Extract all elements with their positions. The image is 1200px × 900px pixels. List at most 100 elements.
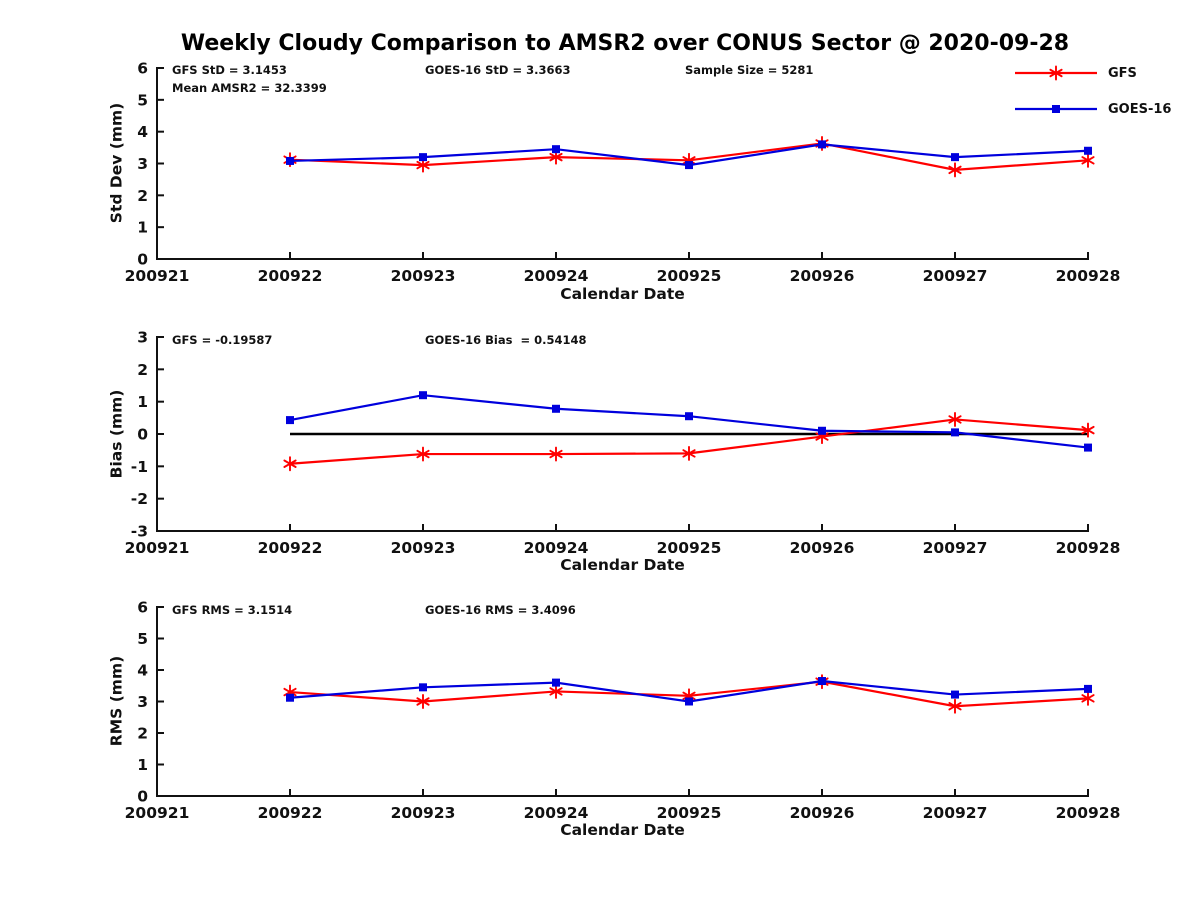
marker-goes-16	[419, 153, 427, 162]
y-tick-label: 0	[137, 251, 148, 269]
marker-goes-16	[685, 412, 693, 421]
marker-goes-16	[1084, 443, 1092, 452]
x-tick-label: 200923	[391, 539, 456, 557]
y-tick-label: 4	[137, 662, 148, 680]
marker-gfs	[682, 445, 696, 461]
marker-goes-16	[419, 391, 427, 400]
marker-gfs	[416, 446, 430, 462]
marker-gfs	[549, 446, 563, 462]
y-tick-label: 3	[137, 693, 148, 711]
marker-goes-16	[552, 404, 560, 413]
gfs-line-marker-icon	[1015, 65, 1097, 81]
x-tick-label: 200926	[790, 267, 855, 285]
y-tick-label: 0	[137, 788, 148, 806]
annotation-goes-std: GOES-16 StD = 3.3663	[425, 63, 571, 77]
y-tick-label: 6	[137, 599, 148, 617]
x-tick-label: 200925	[657, 539, 722, 557]
marker-gfs	[549, 683, 563, 699]
marker-gfs	[948, 162, 962, 178]
marker-goes-16	[951, 153, 959, 162]
marker-goes-16	[818, 677, 826, 686]
x-tick-label: 200927	[923, 267, 988, 285]
subplot-std-dev: 0 1 2 3 4 5 6 200921 200922 200923 200924 200925 200…	[125, 60, 1121, 286]
annotation-gfs-bias: GFS = -0.19587	[172, 333, 273, 347]
marker-goes-16	[552, 678, 560, 687]
marker-goes-16	[818, 426, 826, 435]
marker-goes-16	[286, 156, 294, 165]
xlabel-bias: Calendar Date	[560, 556, 685, 574]
x-tick-label: 200921	[125, 267, 190, 285]
annotation-gfs-rms: GFS RMS = 3.1514	[172, 603, 293, 617]
marker-goes-16	[685, 697, 693, 706]
legend-label-goes16: GOES-16	[1108, 101, 1172, 117]
marker-gfs	[416, 694, 430, 709]
x-tick-label: 200921	[125, 804, 190, 822]
x-tick-label: 200925	[657, 267, 722, 285]
y-tick-label: 2	[137, 725, 148, 743]
marker-goes-16	[286, 416, 294, 425]
marker-gfs	[1081, 422, 1095, 438]
y-tick-label: 0	[137, 426, 148, 444]
ylabel-bias: Bias (mm)	[107, 389, 126, 479]
marker-goes-16	[419, 683, 427, 692]
y-tick-label: 5	[137, 630, 148, 648]
legend-item-goes16: GOES-16	[1013, 101, 1171, 117]
marker-goes-16	[286, 693, 294, 702]
marker-gfs	[948, 698, 962, 714]
y-tick-label: 5	[137, 91, 148, 109]
x-tick-label: 200922	[258, 539, 323, 557]
marker-goes-16	[685, 161, 693, 170]
x-tick-label: 200923	[391, 804, 456, 822]
marker-goes-16	[1084, 684, 1092, 693]
y-tick-label: 1	[137, 219, 148, 237]
x-tick-label: 200928	[1056, 804, 1121, 822]
x-tick-label: 200924	[524, 539, 589, 557]
annotation-goes-rms: GOES-16 RMS = 3.4096	[425, 603, 576, 617]
marker-gfs	[1081, 690, 1095, 706]
y-tick-label: 6	[137, 60, 148, 78]
annotation-sample-size: Sample Size = 5281	[685, 63, 814, 77]
x-tick-label: 200928	[1056, 267, 1121, 285]
marker-goes-16	[818, 140, 826, 149]
x-tick-label: 200922	[258, 804, 323, 822]
annotation-mean-amsr2: Mean AMSR2 = 32.3399	[172, 81, 327, 95]
x-tick-label: 200925	[657, 804, 722, 822]
x-tick-label: 200923	[391, 267, 456, 285]
legend-item-gfs: GFS	[1013, 65, 1137, 81]
y-tick-label: 3	[137, 155, 148, 173]
x-tick-label: 200928	[1056, 539, 1121, 557]
marker-goes-16	[1084, 146, 1092, 155]
goes16-line-marker-icon	[1015, 105, 1097, 113]
y-tick-label: -1	[131, 458, 148, 476]
annotation-gfs-std: GFS StD = 3.1453	[172, 63, 287, 77]
annotation-goes-bias: GOES-16 Bias = 0.54148	[425, 333, 587, 347]
x-tick-label: 200926	[790, 804, 855, 822]
x-tick-label: 200927	[923, 804, 988, 822]
x-tick-label: 200927	[923, 539, 988, 557]
ylabel-rms: RMS (mm)	[107, 655, 126, 747]
y-tick-label: 2	[137, 187, 148, 205]
marker-goes-16	[951, 428, 959, 437]
legend-label-gfs: GFS	[1108, 65, 1137, 81]
xlabel-rms: Calendar Date	[560, 821, 685, 839]
marker-goes-16	[951, 690, 959, 699]
x-tick-label: 200924	[524, 267, 589, 285]
y-tick-label: 1	[137, 393, 148, 411]
x-tick-label: 200922	[258, 267, 323, 285]
subplot-rms: 0 1 2 3 4 5 6 200921 200922 200923 200924 200925 200…	[125, 599, 1121, 823]
y-tick-label: 4	[137, 123, 148, 141]
x-tick-label: 200926	[790, 539, 855, 557]
xlabel-std-dev: Calendar Date	[560, 285, 685, 303]
ylabel-std-dev: Std Dev (mm)	[107, 102, 126, 224]
marker-gfs	[1081, 152, 1095, 168]
marker-gfs	[948, 412, 962, 427]
y-tick-label: 2	[137, 361, 148, 379]
y-tick-label: 3	[137, 329, 148, 347]
marker-goes-16	[552, 145, 560, 154]
chart-title: Weekly Cloudy Comparison to AMSR2 over C…	[180, 31, 1070, 56]
y-tick-label: -3	[131, 523, 148, 541]
x-tick-label: 200921	[125, 539, 190, 557]
